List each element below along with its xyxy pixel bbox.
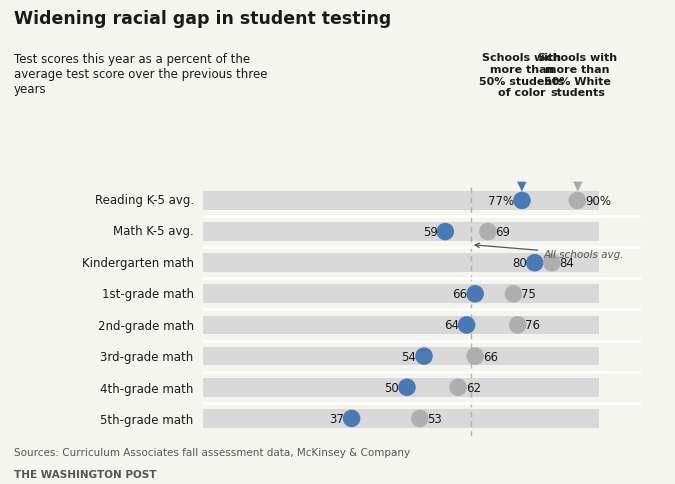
Text: 80: 80 xyxy=(512,257,527,270)
Text: All schools avg.: All schools avg. xyxy=(475,243,624,259)
Text: ▼: ▼ xyxy=(517,179,526,192)
Text: 4th-grade math: 4th-grade math xyxy=(101,382,194,395)
Text: Widening racial gap in student testing: Widening racial gap in student testing xyxy=(14,10,391,28)
Text: 76: 76 xyxy=(525,319,541,332)
Text: Reading K-5 avg.: Reading K-5 avg. xyxy=(95,193,194,206)
Bar xyxy=(202,409,599,428)
Point xyxy=(402,383,412,391)
Point xyxy=(414,415,425,423)
Text: THE WASHINGTON POST: THE WASHINGTON POST xyxy=(14,469,156,479)
Point xyxy=(529,259,540,267)
Text: 66: 66 xyxy=(483,350,497,363)
Text: 59: 59 xyxy=(423,226,437,239)
Text: 1st-grade math: 1st-grade math xyxy=(102,287,194,301)
Point xyxy=(461,321,472,329)
Point xyxy=(483,228,493,236)
Point xyxy=(572,197,583,205)
Bar xyxy=(202,254,599,272)
Bar xyxy=(202,192,599,211)
Text: 2nd-grade math: 2nd-grade math xyxy=(98,319,194,332)
Point xyxy=(470,352,481,360)
Text: Sources: Curriculum Associates fall assessment data, McKinsey & Company: Sources: Curriculum Associates fall asse… xyxy=(14,447,410,457)
Point xyxy=(512,321,523,329)
Point xyxy=(440,228,451,236)
Text: Math K-5 avg.: Math K-5 avg. xyxy=(113,225,194,238)
Text: 90%: 90% xyxy=(585,195,611,208)
Point xyxy=(470,290,481,298)
Bar xyxy=(202,285,599,303)
Text: 54: 54 xyxy=(402,350,416,363)
Text: 75: 75 xyxy=(521,287,536,301)
Bar xyxy=(202,316,599,334)
Text: Schools with
more than
50% students
of color: Schools with more than 50% students of c… xyxy=(479,53,564,98)
Bar xyxy=(202,347,599,366)
Text: Kindergarten math: Kindergarten math xyxy=(82,256,194,269)
Text: 66: 66 xyxy=(452,287,468,301)
Text: 84: 84 xyxy=(560,257,574,270)
Text: 62: 62 xyxy=(466,381,481,394)
Text: 53: 53 xyxy=(427,412,442,425)
Point xyxy=(453,383,464,391)
Text: 5th-grade math: 5th-grade math xyxy=(101,413,194,426)
Text: 77%: 77% xyxy=(488,195,514,208)
Point xyxy=(516,197,527,205)
Point xyxy=(346,415,357,423)
Text: Schools with
more than
50% White
students: Schools with more than 50% White student… xyxy=(538,53,617,98)
Bar xyxy=(202,223,599,242)
Point xyxy=(508,290,519,298)
Point xyxy=(546,259,557,267)
Text: ▼: ▼ xyxy=(572,179,582,192)
Text: 64: 64 xyxy=(444,319,459,332)
Text: Test scores this year as a percent of the
average test score over the previous t: Test scores this year as a percent of th… xyxy=(14,53,267,96)
Text: 3rd-grade math: 3rd-grade math xyxy=(101,350,194,363)
Text: 69: 69 xyxy=(495,226,510,239)
Text: 37: 37 xyxy=(329,412,344,425)
Text: 50: 50 xyxy=(385,381,400,394)
Point xyxy=(418,352,429,360)
Bar xyxy=(202,378,599,397)
